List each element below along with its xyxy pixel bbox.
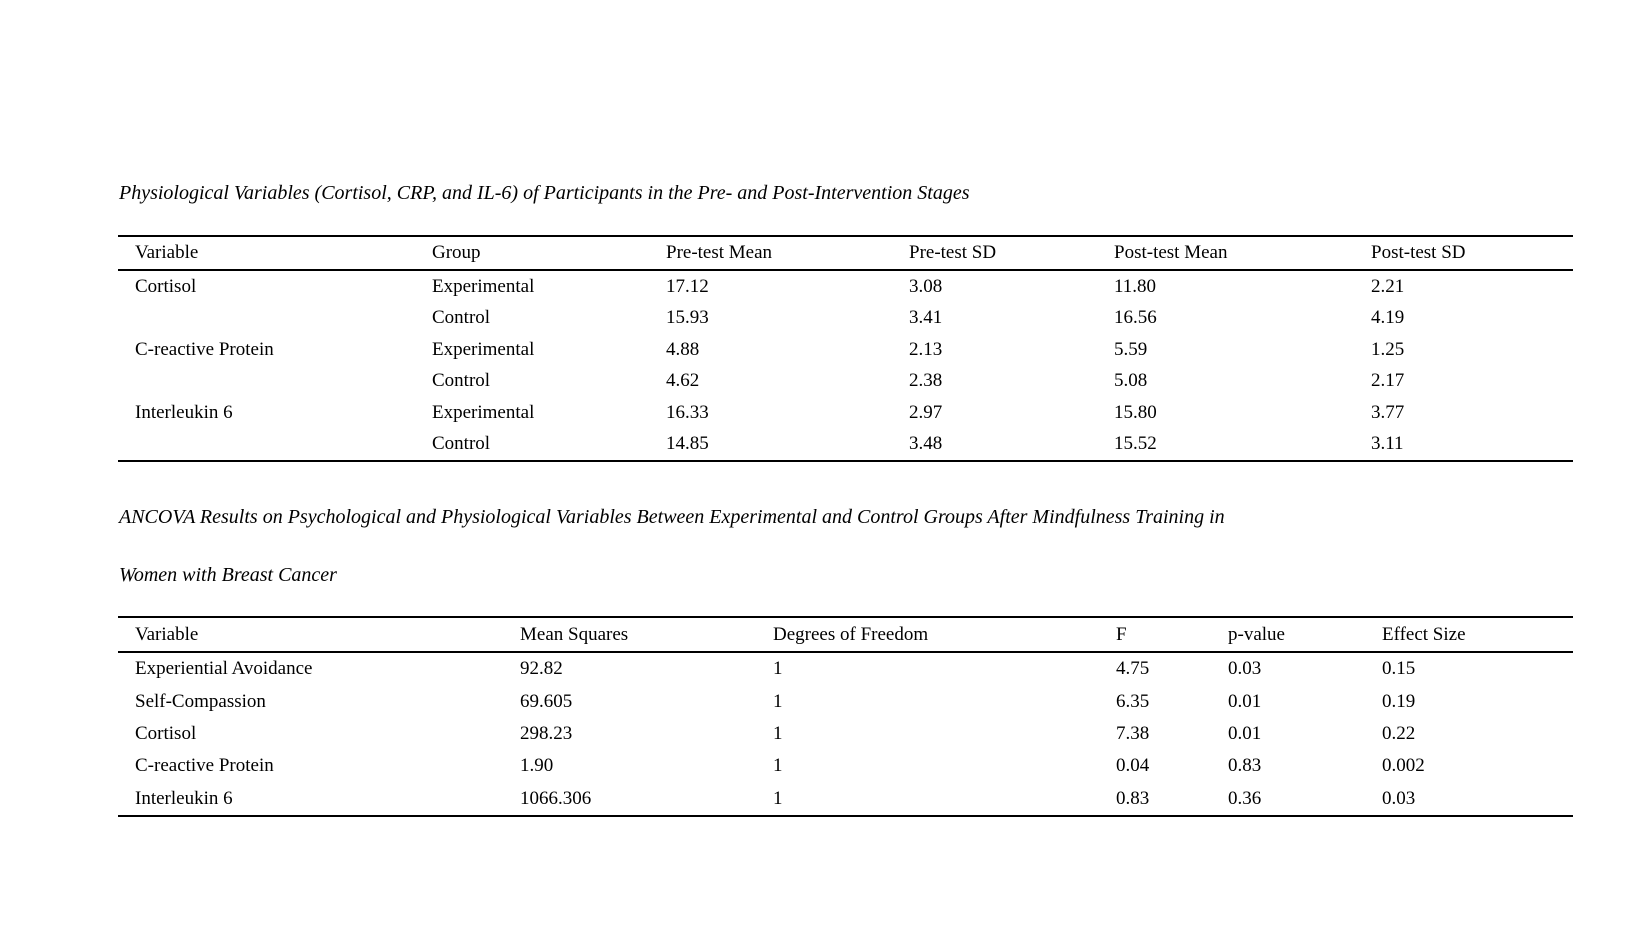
table-row: Control 4.62 2.38 5.08 2.17 (118, 366, 1573, 398)
table-cell: 0.36 (1228, 787, 1262, 809)
table-cell: 17.12 (666, 275, 709, 297)
table-cell: 0.83 (1228, 755, 1262, 777)
table-cell: 0.15 (1382, 658, 1416, 680)
table-cell: 2.97 (909, 401, 943, 423)
table-row: Self-Compassion 69.605 1 6.35 0.01 0.19 (118, 685, 1573, 717)
table-cell: 1 (773, 690, 783, 712)
table-row: Control 14.85 3.48 15.52 3.11 (118, 429, 1573, 462)
table-cell: 7.38 (1116, 722, 1150, 744)
table-cell: Interleukin 6 (135, 787, 233, 809)
table1-caption: Physiological Variables (Cortisol, CRP, … (119, 182, 970, 204)
column-header: Group (415, 236, 649, 271)
table-cell: 0.04 (1116, 755, 1150, 777)
table-cell: 298.23 (520, 722, 573, 744)
column-header: Effect Size (1365, 617, 1573, 653)
table-cell: 11.80 (1114, 275, 1157, 297)
table-row: C-reactive Protein 1.90 1 0.04 0.83 0.002 (118, 750, 1573, 782)
table-cell: 4.88 (666, 338, 700, 360)
column-header: Variable (118, 617, 503, 653)
table-cell: 14.85 (666, 433, 709, 455)
table-cell: 92.82 (520, 658, 563, 680)
table-cell: 15.80 (1114, 401, 1157, 423)
column-header: Post-test SD (1354, 236, 1573, 271)
table-row: Interleukin 6 Experimental 16.33 2.97 15.80 3… (118, 397, 1573, 429)
table-row: Experiential Avoidance 92.82 1 4.75 0.03 0.15 (118, 652, 1573, 685)
table-cell: 16.33 (666, 401, 709, 423)
table-cell: Interleukin 6 (135, 401, 233, 423)
table-row: Interleukin 6 1066.306 1 0.83 0.36 0.03 (118, 783, 1573, 816)
column-header: Mean Squares (503, 617, 756, 653)
table2-caption-line1: ANCOVA Results on Psychological and Phys… (119, 506, 1225, 528)
table-cell: 1 (773, 722, 783, 744)
table-cell (118, 303, 415, 335)
table-cell: 0.83 (1116, 787, 1150, 809)
column-header: Pre-test SD (892, 236, 1097, 271)
table-row: Cortisol Experimental 17.12 3.08 11.80 2.21 (118, 270, 1573, 303)
column-header: F (1099, 617, 1211, 653)
table-cell: 1 (773, 658, 783, 680)
table-cell: 1 (773, 787, 783, 809)
table-cell: Control (432, 307, 491, 329)
table-cell: 0.01 (1228, 690, 1262, 712)
column-header: Pre-test Mean (649, 236, 892, 271)
table-cell: 0.19 (1382, 690, 1416, 712)
table-cell: Cortisol (135, 722, 197, 744)
table-cell: 4.62 (666, 370, 700, 392)
table-cell: 0.03 (1382, 787, 1416, 809)
column-header: Post-test Mean (1097, 236, 1354, 271)
table-cell: Experiential Avoidance (135, 658, 313, 680)
table-cell: 5.59 (1114, 338, 1148, 360)
table-cell: 69.605 (520, 690, 573, 712)
column-header: Variable (118, 236, 415, 271)
table-cell: Control (432, 433, 491, 455)
table-row: C-reactive Protein Experimental 4.88 2.13 5.… (118, 334, 1573, 366)
table-header-row: Variable Group Pre-test Mean Pre-test SD Pos… (118, 236, 1573, 271)
table-cell: 2.13 (909, 338, 943, 360)
table-cell: C-reactive Protein (135, 338, 274, 360)
table-cell: 3.48 (909, 433, 943, 455)
table-row: Control 15.93 3.41 16.56 4.19 (118, 303, 1573, 335)
column-header: p-value (1211, 617, 1365, 653)
table-cell: Cortisol (135, 275, 197, 297)
table-cell: 4.19 (1371, 307, 1405, 329)
table-cell: 1 (773, 755, 783, 777)
table-cell: 2.38 (909, 370, 943, 392)
table-cell: Control (432, 370, 491, 392)
table-cell: 1.90 (520, 755, 554, 777)
table-cell: Self-Compassion (135, 690, 266, 712)
table2-caption-line2: Women with Breast Cancer (119, 564, 337, 586)
table-cell: 3.77 (1371, 401, 1405, 423)
table-cell: Experimental (432, 275, 535, 297)
table-cell: 6.35 (1116, 690, 1150, 712)
table-cell: 0.22 (1382, 722, 1416, 744)
table-cell: Experimental (432, 338, 535, 360)
table-cell: 5.08 (1114, 370, 1148, 392)
table-cell: 4.75 (1116, 658, 1150, 680)
table-cell: 0.01 (1228, 722, 1262, 744)
table-cell: 15.52 (1114, 433, 1157, 455)
table-cell: 3.11 (1371, 433, 1404, 455)
table-cell: 1066.306 (520, 787, 592, 809)
table-cell: 0.03 (1228, 658, 1262, 680)
table-row: Cortisol 298.23 1 7.38 0.01 0.22 (118, 718, 1573, 750)
physiological-variables-table: Variable Group Pre-test Mean Pre-test SD Pos… (118, 235, 1573, 462)
table-cell: Experimental (432, 401, 535, 423)
table-cell: 2.21 (1371, 275, 1405, 297)
table-cell: C-reactive Protein (135, 755, 274, 777)
table-cell (118, 429, 415, 462)
table-cell: 0.002 (1382, 755, 1425, 777)
table-cell: 1.25 (1371, 338, 1405, 360)
table-cell: 15.93 (666, 307, 709, 329)
column-header: Degrees of Freedom (756, 617, 1099, 653)
table-cell: 2.17 (1371, 370, 1405, 392)
table-cell: 3.41 (909, 307, 943, 329)
table-cell (118, 366, 415, 398)
table-cell: 3.08 (909, 275, 943, 297)
table-cell: 16.56 (1114, 307, 1157, 329)
